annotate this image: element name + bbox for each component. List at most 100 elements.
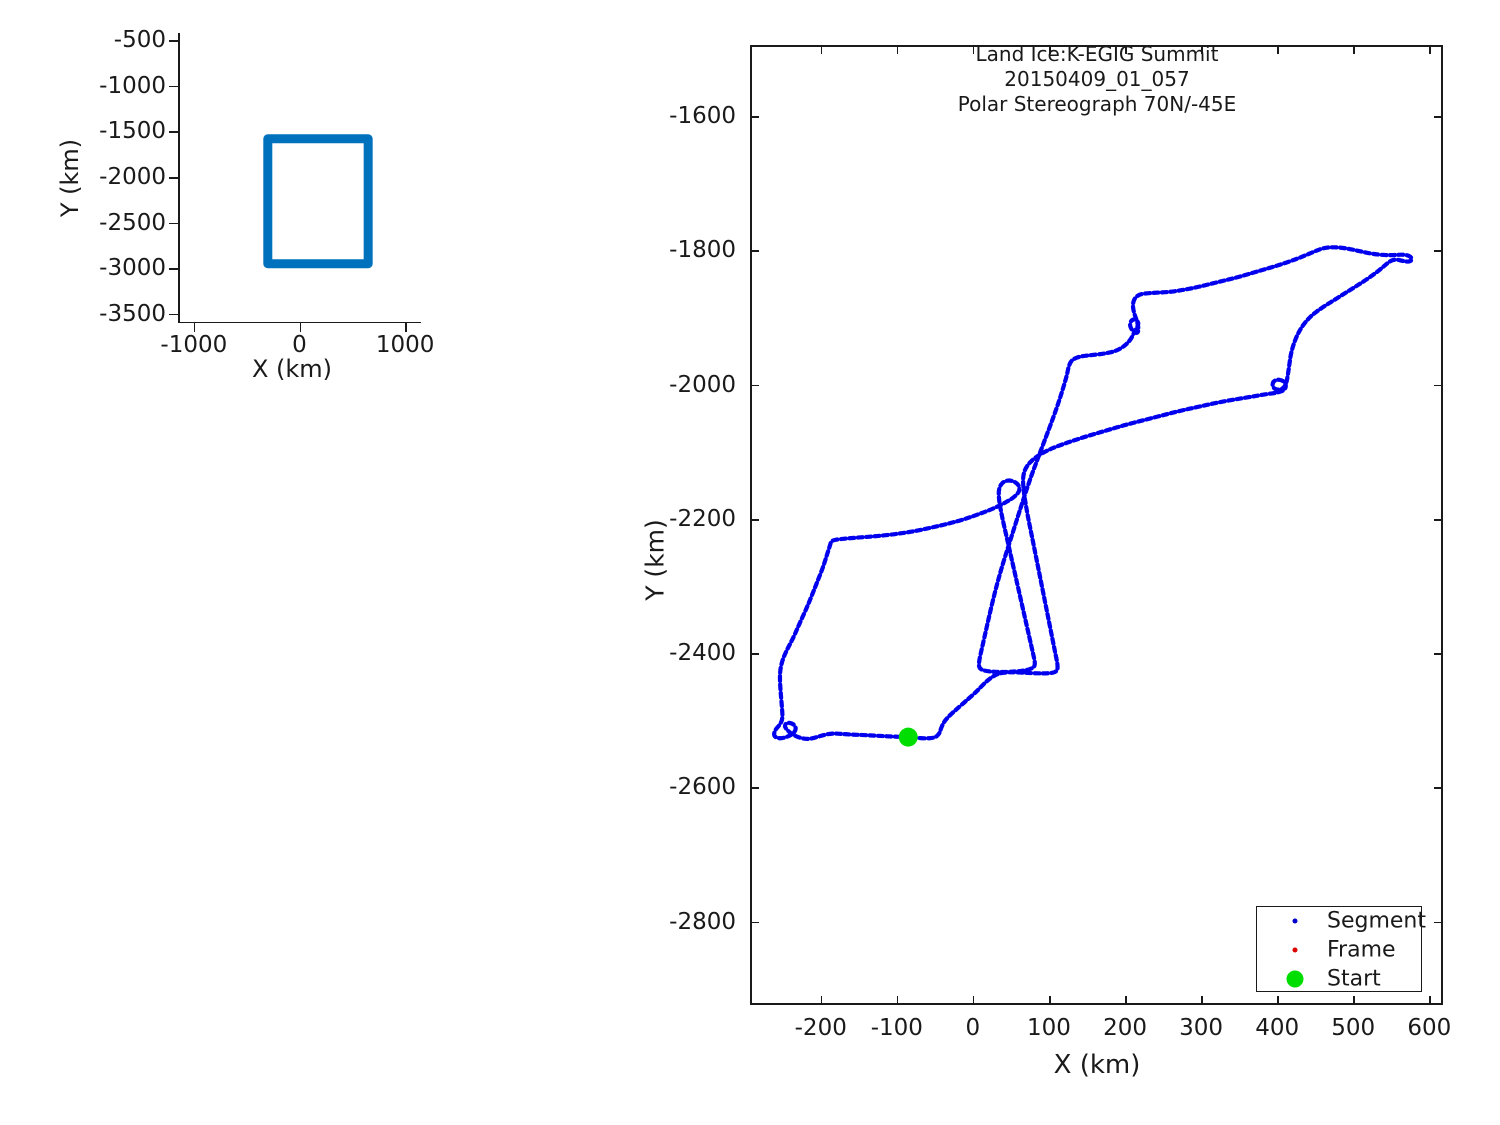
main-y-tick-right [1434,653,1443,655]
main-x-axis-label: X (km) [1053,1050,1141,1080]
main-y-tick-label: -2800 [669,908,736,935]
segment-track [772,245,1414,741]
legend-row: Start [1257,964,1421,993]
main-x-tick-label: -200 [794,1015,847,1041]
inset-y-tick [169,222,178,225]
main-bottom-spine [750,1003,1443,1005]
inset-y-tick [169,268,178,270]
main-x-tick [1353,996,1355,1005]
main-x-tick-label: 200 [1103,1015,1147,1041]
main-y-tick-right [1434,116,1443,118]
main-y-tick [750,518,759,521]
inset-y-tick [169,40,178,42]
main-y-tick [750,653,759,655]
legend-dot-icon [1286,970,1304,988]
main-left-spine [750,45,752,1005]
main-x-tick [972,996,975,1005]
main-top-spine [750,45,1443,47]
inset-y-tick-label: -2000 [99,164,166,191]
main-x-tick-top [1277,45,1279,54]
title-line-2: 20150409_01_057 [1004,67,1190,91]
main-x-tick-label: 300 [1179,1015,1224,1041]
inset-overview-panel: -500 -1000 -1500 -2000 -2500 -3000 -3500 -1000 0… [0,0,470,400]
inset-y-tick-label: -1500 [99,118,166,145]
main-x-tick [1201,996,1203,1005]
main-y-tick-label: -2600 [669,774,736,801]
inset-y-tick [169,85,178,88]
legend-label: Segment [1327,908,1426,934]
main-x-tick-label: 0 [965,1015,981,1041]
start-marker [898,727,918,747]
main-x-tick-top [1048,45,1051,54]
main-x-tick-label: -100 [870,1015,923,1041]
main-x-tick-label: 400 [1255,1015,1300,1041]
legend-marker-dot-icon [1282,910,1308,932]
main-x-tick-label: 100 [1027,1015,1071,1041]
main-y-tick-label: -1600 [669,103,736,130]
inset-y-tick [169,313,178,316]
main-x-tick-top [896,45,899,54]
title-line-3: Polar Stereograph 70N/-45E [957,92,1237,116]
inset-x-tick-label: -1000 [160,332,228,358]
main-y-tick-right [1434,518,1443,521]
main-y-tick [750,787,759,790]
main-y-tick [750,384,759,387]
main-y-tick-right [1434,384,1443,387]
inset-y-tick-label: -1000 [99,72,166,99]
legend-row: Frame [1257,936,1421,965]
inset-y-tick-label: -3000 [99,255,166,282]
main-right-spine [1441,45,1443,1005]
legend-label: Start [1327,966,1381,992]
inset-y-tick-label: -2500 [99,209,166,236]
main-y-axis-label: Y (km) [640,519,670,601]
main-x-tick-label: 600 [1407,1015,1452,1041]
overview-bounding-box [263,134,373,269]
main-y-tick-label: -2400 [669,640,736,667]
inset-y-tick [169,131,178,133]
main-x-tick-top [1353,45,1355,54]
main-x-tick [1429,996,1431,1005]
main-x-tick-top [1429,45,1431,54]
main-y-tick-right [1434,921,1443,924]
legend-marker-dot-icon [1282,939,1308,961]
main-x-tick-top [1125,45,1127,54]
main-y-tick-label: -2200 [669,505,736,532]
main-x-tick-top [972,45,975,54]
inset-x-tick-label: 1000 [375,332,435,358]
main-x-tick [1048,996,1051,1005]
main-x-tick [896,996,899,1005]
main-x-tick-top [820,45,823,54]
main-y-tick-right [1434,250,1443,253]
legend-dot-icon [1292,918,1298,924]
main-x-tick-top [1201,45,1203,54]
inset-axes: -500 -1000 -1500 -2000 -2500 -3000 -3500 -1000 0… [99,27,434,358]
main-axes: -1600 -1800 -2000 -2200 -2400 -2600 -2800 -200-… [669,45,1451,1041]
flight-track-layer [772,245,1414,747]
inset-x-axis-label: X (km) [251,355,333,383]
inset-x-tick-label: 0 [292,332,307,358]
inset-x-tick [299,323,301,332]
main-x-tick [1125,996,1127,1005]
inset-plot-area [263,134,373,269]
main-x-tick [820,996,823,1005]
legend-row: Segment [1257,907,1426,936]
inset-y-tick-label: -3500 [99,300,166,327]
inset-y-tick-label: -500 [113,27,166,54]
inset-x-axis-line [178,321,421,323]
main-y-tick [750,250,759,253]
main-x-tick-label: 500 [1331,1015,1376,1041]
main-y-tick [750,921,759,924]
main-y-tick-label: -1800 [669,237,736,264]
legend-dot-icon [1292,947,1298,953]
main-y-tick [750,116,759,118]
inset-y-tick [169,177,178,179]
inset-x-tick [405,323,407,332]
main-y-tick-label: -2000 [669,371,736,398]
legend-label: Frame [1327,937,1396,963]
inset-y-axis-line [178,33,180,323]
plot-legend: Segment Frame Start [1256,906,1426,993]
legend-marker-big-dot-icon [1282,968,1308,990]
main-x-tick [1277,996,1279,1005]
